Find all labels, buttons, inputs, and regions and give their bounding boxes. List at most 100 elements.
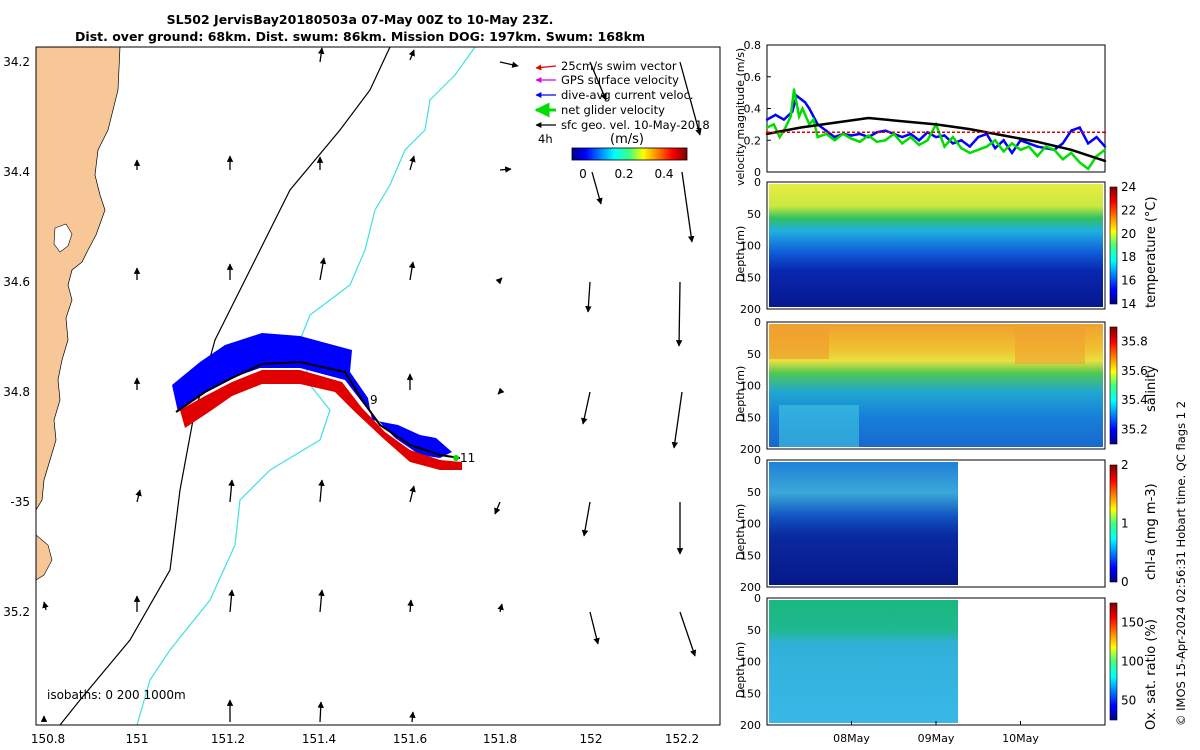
colorbar-tick: 0.2 <box>614 167 633 181</box>
velocity-ytick: 0.2 <box>744 134 762 147</box>
velocity-ytick: 0.6 <box>744 71 762 84</box>
velocity-point <box>977 148 980 151</box>
temperature-cbar-label: temperature (°C) <box>1144 196 1159 308</box>
velocity-point <box>816 135 819 139</box>
velocity-point <box>765 126 769 129</box>
velocity-ytick: 0.4 <box>744 103 762 116</box>
glider-track-line <box>175 360 461 459</box>
velocity-point <box>1078 126 1081 129</box>
velocity-point <box>926 139 929 142</box>
velocity-point <box>850 137 853 140</box>
colorbar-tick: 100 <box>1121 655 1144 669</box>
velocity-point <box>917 139 921 142</box>
depth-tick: 50 <box>747 348 761 361</box>
lon-tick: 151 <box>126 732 149 746</box>
velocity-point <box>1036 154 1039 158</box>
colorbar-tick: 35.6 <box>1121 364 1148 378</box>
velocity-point <box>1027 142 1031 145</box>
depth-tick: 50 <box>747 624 761 637</box>
colorbar-tick: 50 <box>1121 694 1136 708</box>
velocity-point <box>909 132 912 136</box>
velocity-point <box>884 129 887 132</box>
velocity-point <box>812 118 815 121</box>
temperature-chart <box>766 181 1106 310</box>
lat-tick: 34.4 <box>3 165 30 179</box>
velocity-point <box>1103 131 1107 134</box>
velocity-point <box>792 88 796 91</box>
velocity-point <box>968 145 971 148</box>
velocity-point <box>875 140 879 144</box>
velocity-point <box>977 135 980 139</box>
velocity-point <box>808 123 811 126</box>
lon-tick: 152 <box>580 732 603 746</box>
speed-colorbar <box>571 147 688 161</box>
colorbar-tick: 1 <box>1121 517 1129 531</box>
coastline-land <box>36 47 121 511</box>
colorbar <box>1109 186 1118 305</box>
depth-tick: 150 <box>740 687 761 700</box>
velocity-point <box>833 139 836 142</box>
velocity-point <box>943 134 946 137</box>
colorbar-tick: 20 <box>1121 227 1136 241</box>
velocity-point <box>774 113 777 117</box>
oxygen-ylabel: Depth (m) <box>734 641 747 698</box>
velocity-point <box>1070 148 1073 151</box>
velocity-point <box>960 139 963 142</box>
depth-tick: 50 <box>747 208 761 221</box>
velocity-point <box>1103 145 1107 148</box>
lat-tick: 34.6 <box>3 275 30 289</box>
velocity-point <box>858 132 862 136</box>
velocity-point <box>968 127 971 131</box>
velocity-point <box>782 118 786 121</box>
lat-tick: -35 <box>10 495 30 509</box>
velocity-chart: 0 0.2 0.4 0.6 0.8 <box>744 39 1107 179</box>
velocity-point <box>1061 158 1064 161</box>
salinity-chart <box>766 321 1106 450</box>
velocity-point <box>1044 145 1048 148</box>
velocity-point <box>968 151 971 155</box>
track-label: 11 <box>460 451 475 465</box>
colorbar-tick: 35.4 <box>1121 393 1148 407</box>
velocity-point <box>901 135 904 139</box>
velocity-point <box>934 135 938 139</box>
salinity-ylabel: Depth (m) <box>734 365 747 422</box>
velocity-point <box>993 139 997 142</box>
velocity-point <box>909 135 912 139</box>
velocity-point <box>808 107 811 110</box>
profile-panels: 00.20.40.60.8 05010015020005010015020005… <box>740 39 1148 745</box>
velocity-point <box>1002 150 1005 153</box>
velocity-point <box>803 100 807 104</box>
lat-tick: 35.2 <box>3 605 30 619</box>
chl-ylabel: Depth (m) <box>734 503 747 560</box>
legend-interval: 4h <box>538 132 553 146</box>
velocity-point <box>1036 145 1039 148</box>
geostrophic-vectors <box>40 47 702 723</box>
velocity-point <box>1002 139 1005 142</box>
lon-tick: 151.4 <box>302 732 336 746</box>
depth-tick: 150 <box>740 549 761 562</box>
depth-tick: 150 <box>740 411 761 424</box>
colorbar-tick: 22 <box>1121 203 1136 217</box>
velocity-point <box>1103 148 1107 151</box>
velocity-point <box>1053 148 1056 151</box>
lon-tick: 150.8 <box>31 732 65 746</box>
velocity-point <box>772 123 775 126</box>
velocity-point <box>1019 148 1022 151</box>
temperature-ylabel: Depth (m) <box>734 225 747 282</box>
colorbar-tick: 18 <box>1121 250 1136 264</box>
velocity-point <box>789 115 792 118</box>
title-line-2: Dist. over ground: 68km. Dist. swum: 86k… <box>75 29 645 44</box>
oxygen-cbar-label: Ox. sat. ratio (%) <box>1144 619 1159 730</box>
copyright-note: © IMOS 15-Apr-2024 02:56:31 Hobart time.… <box>1174 400 1188 726</box>
velocity-ylabel: velocity magnitude (m/s) <box>734 47 747 186</box>
salinity-cbar-label: salinity <box>1144 365 1159 412</box>
velocity-point <box>765 118 769 121</box>
velocity-point <box>993 146 997 150</box>
dive-avg-vector-band <box>172 333 452 458</box>
velocity-point <box>1002 134 1005 137</box>
velocity-point <box>951 135 955 139</box>
velocity-point <box>1010 151 1014 155</box>
colorbar-tick: 16 <box>1121 274 1136 288</box>
depth-tick: 200 <box>740 719 761 732</box>
colorbar-tick: 14 <box>1121 297 1136 311</box>
